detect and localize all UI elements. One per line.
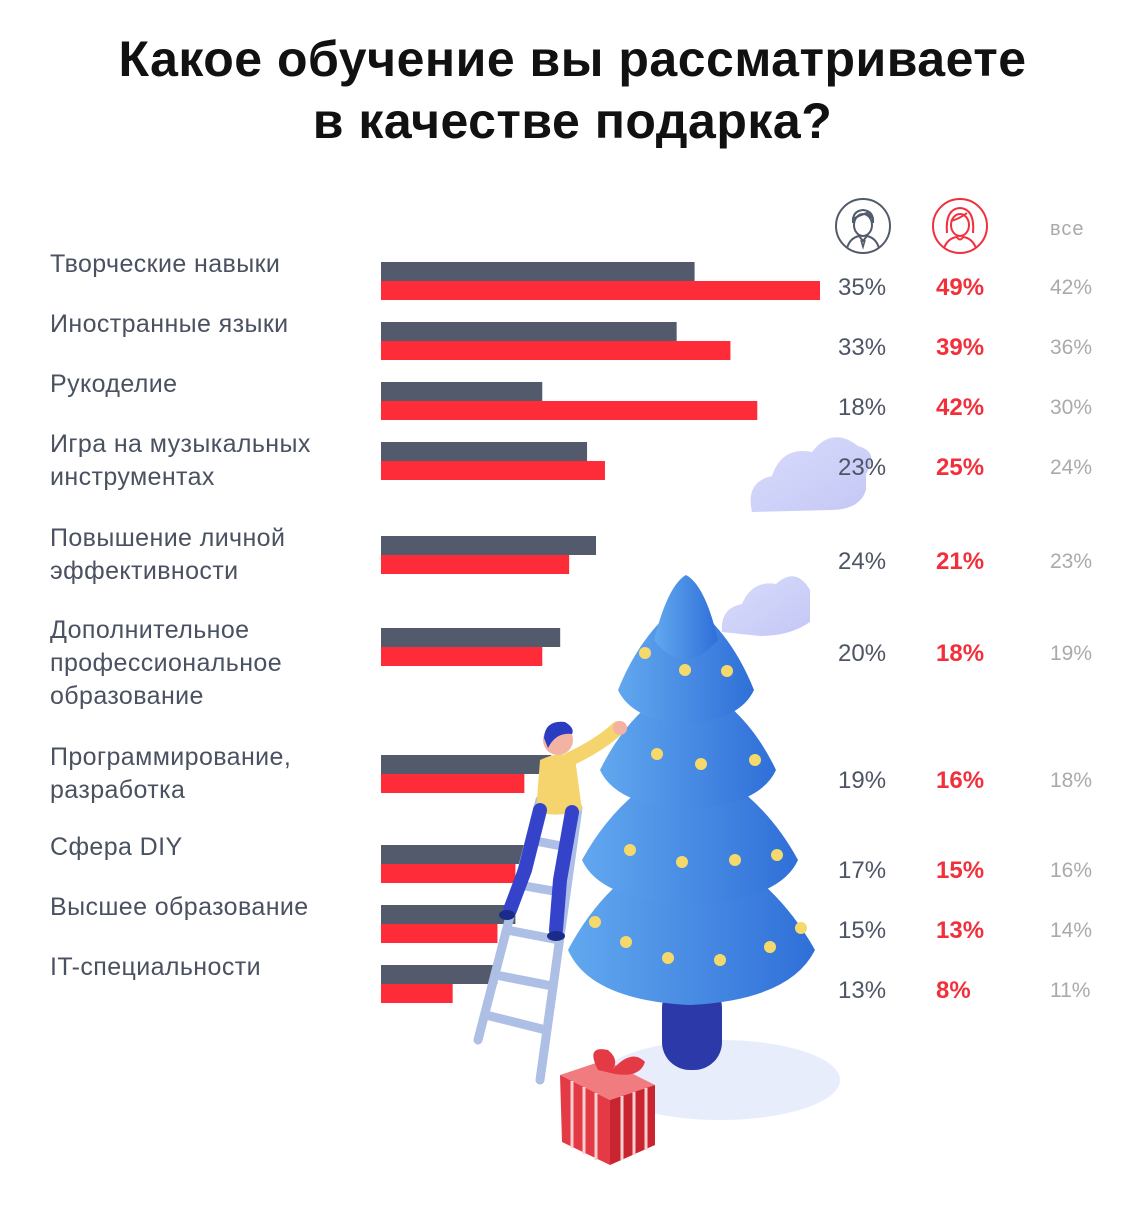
gift-box xyxy=(560,1049,655,1165)
bar-series2-0 xyxy=(381,281,820,300)
value-label-series1: 13% xyxy=(838,977,887,1004)
value-label-series2: 49% xyxy=(936,274,985,301)
title-line-1: Какое обучение вы рассматриваете xyxy=(118,31,1027,87)
value-label-series1: 17% xyxy=(838,857,887,884)
bar-series1-3 xyxy=(381,442,588,461)
category-label: IT-специальности xyxy=(50,951,370,984)
value-label-series1: 20% xyxy=(838,640,887,667)
category-label: Дополнительное профессиональное образовани… xyxy=(50,614,370,713)
category-label: Высшее образование xyxy=(50,891,370,924)
title-line-2: в качестве подарка? xyxy=(312,93,833,149)
bar-series1-8 xyxy=(381,905,516,924)
bar-series1-6 xyxy=(381,755,552,774)
value-label-series3: 24% xyxy=(1050,456,1093,479)
value-label-series3: 19% xyxy=(1050,642,1093,665)
value-label-series3: 36% xyxy=(1050,336,1093,359)
category-label: Рукоделие xyxy=(50,368,370,401)
value-label-series1: 18% xyxy=(838,394,887,421)
cloud-1 xyxy=(750,437,872,512)
category-label: Творческие навыки xyxy=(50,248,370,281)
value-label-series3: 14% xyxy=(1050,919,1093,942)
value-label-series2: 42% xyxy=(936,394,985,421)
tree-ornaments xyxy=(589,647,807,966)
bar-series1-5 xyxy=(381,628,561,647)
women-icon xyxy=(932,198,988,254)
chart-title: Какое обучение вы рассматриваете в качес… xyxy=(0,28,1145,152)
category-label-line: Сфера DIY xyxy=(50,833,183,861)
value-label-series2: 18% xyxy=(936,640,985,667)
category-label-line: Высшее образование xyxy=(50,893,309,921)
bar-series1-1 xyxy=(381,322,677,341)
category-label-line: Рукоделие xyxy=(50,370,178,398)
value-label-series2: 39% xyxy=(936,334,985,361)
category-label: Иностранные языки xyxy=(50,308,370,341)
category-label: Игра на музыкальных инструментах xyxy=(50,428,370,494)
person xyxy=(499,721,627,941)
value-label-series1: 33% xyxy=(838,334,887,361)
bar-series2-4 xyxy=(381,555,570,574)
tree-tier-1 xyxy=(654,575,718,660)
category-label-line: разработка xyxy=(50,776,186,804)
tree-tier-2 xyxy=(618,600,754,724)
value-label-series3: 42% xyxy=(1050,276,1093,299)
tree-shadow xyxy=(600,1040,840,1120)
men-icon xyxy=(835,198,891,254)
value-label-series3: 16% xyxy=(1050,859,1093,882)
bar-series1-9 xyxy=(381,965,498,984)
category-label: Сфера DIY xyxy=(50,831,370,864)
all-label: все xyxy=(1050,218,1085,240)
value-label-series1: 35% xyxy=(838,274,887,301)
bar-series2-2 xyxy=(381,401,758,420)
category-label-line: Программирование, xyxy=(50,743,292,771)
bar-series2-6 xyxy=(381,774,525,793)
category-label-line: Повышение личной xyxy=(50,524,286,552)
bars-group xyxy=(381,262,820,1003)
category-label-line: эффективности xyxy=(50,557,239,585)
bar-series2-5 xyxy=(381,647,543,666)
value-label-series2: 25% xyxy=(936,454,985,481)
christmas-illustration xyxy=(473,437,872,1165)
value-label-series3: 23% xyxy=(1050,550,1093,573)
value-label-series2: 15% xyxy=(936,857,985,884)
category-label-line: Иностранные языки xyxy=(50,310,289,338)
value-label-series2: 8% xyxy=(936,977,971,1004)
category-label-line: IT-специальности xyxy=(50,953,261,981)
value-label-series2: 13% xyxy=(936,917,985,944)
value-label-series3: 11% xyxy=(1050,979,1091,1002)
bar-series2-1 xyxy=(381,341,731,360)
category-label-line: профессиональное xyxy=(50,649,283,677)
value-label-series2: 21% xyxy=(936,548,985,575)
value-label-series1: 23% xyxy=(838,454,887,481)
category-label-line: образование xyxy=(50,682,204,710)
bar-series1-4 xyxy=(381,536,597,555)
bar-series2-3 xyxy=(381,461,605,480)
value-label-series1: 19% xyxy=(838,767,887,794)
bar-series2-8 xyxy=(381,924,498,943)
category-label: Программирование, разработка xyxy=(50,741,370,807)
bar-series1-7 xyxy=(381,845,534,864)
bar-series1-2 xyxy=(381,382,543,401)
value-label-series3: 30% xyxy=(1050,396,1093,419)
category-label: Повышение личной эффективности xyxy=(50,522,370,588)
value-label-series1: 24% xyxy=(838,548,887,575)
category-label-line: Дополнительное xyxy=(50,616,250,644)
value-label-series3: 18% xyxy=(1050,769,1093,792)
category-label-line: Игра на музыкальных xyxy=(50,430,311,458)
bar-series1-0 xyxy=(381,262,695,281)
bar-series2-9 xyxy=(381,984,453,1003)
cloud-2 xyxy=(721,576,810,636)
category-label-line: Творческие навыки xyxy=(50,250,281,278)
category-label-line: инструментах xyxy=(50,463,215,491)
bar-series2-7 xyxy=(381,864,516,883)
value-label-series2: 16% xyxy=(936,767,985,794)
value-label-series1: 15% xyxy=(838,917,887,944)
